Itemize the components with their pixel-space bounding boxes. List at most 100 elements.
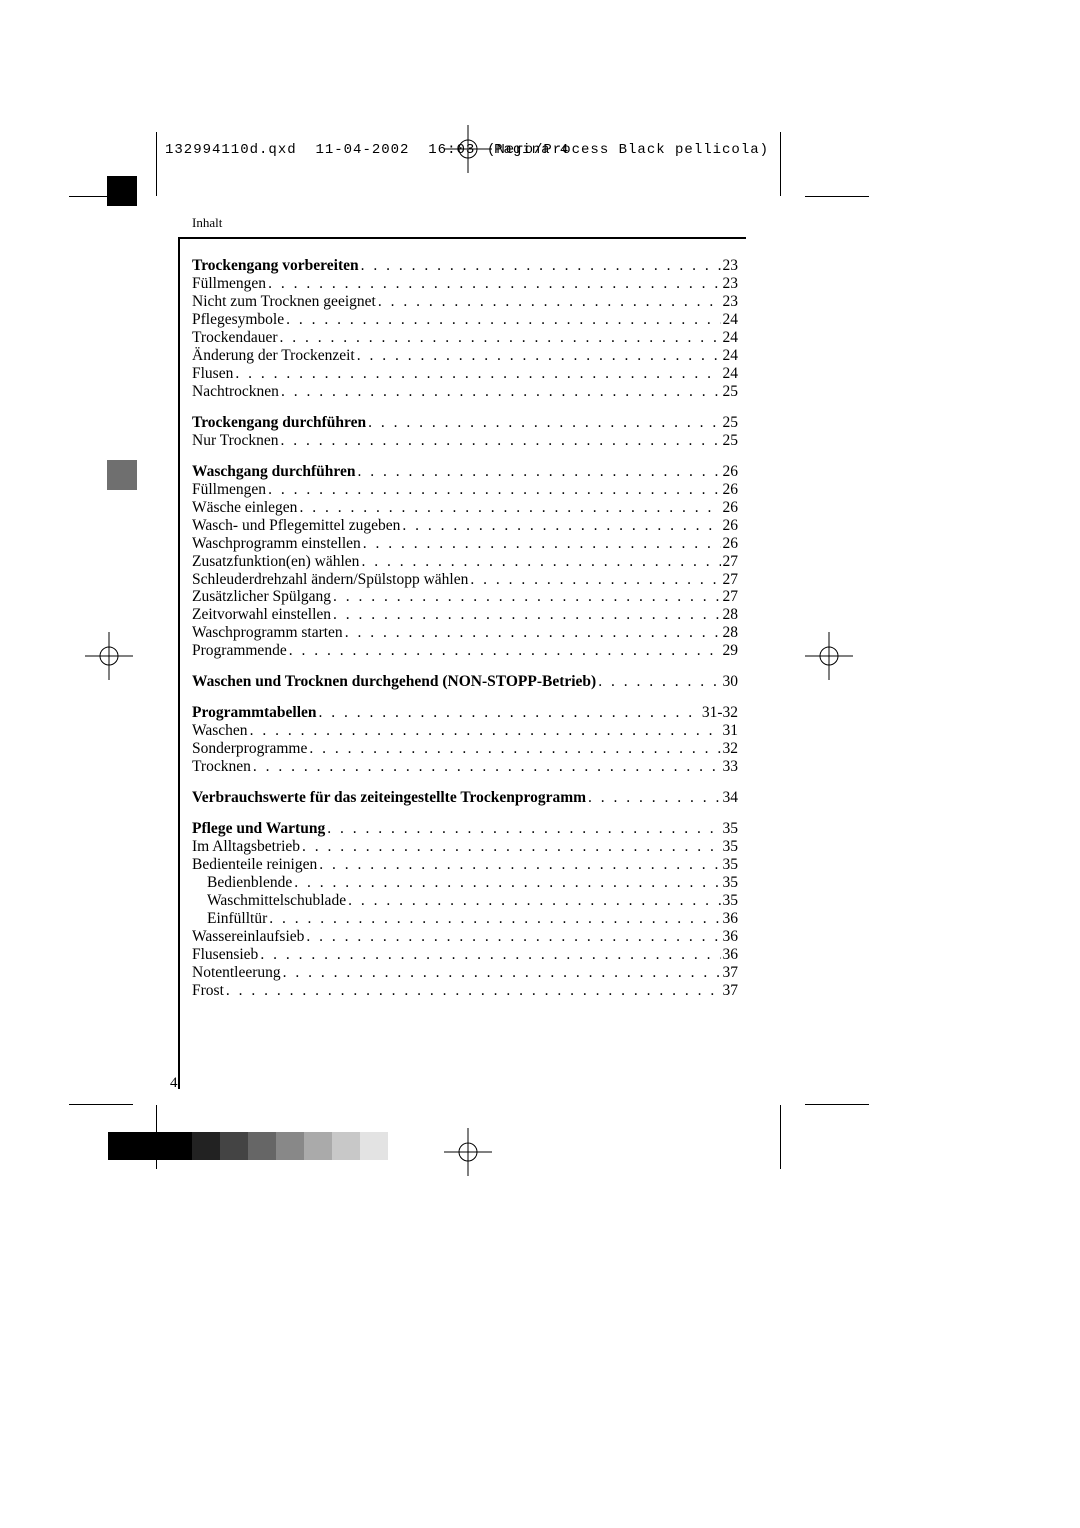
toc-leader-dots [348, 892, 720, 910]
toc-line: Verbrauchswerte für das zeiteingestellte… [192, 789, 746, 807]
toc-label: Zeitvorwahl einstellen [192, 606, 331, 624]
toc-page: 34 [723, 789, 747, 807]
toc-line: Flusensieb36 [192, 946, 746, 964]
toc-leader-dots [358, 463, 721, 481]
toc-line: Im Alltagsbetrieb35 [192, 838, 746, 856]
toc-group: Programmtabellen31-32Waschen31Sonderprog… [192, 704, 746, 776]
toc-page: 26 [723, 517, 747, 535]
toc-page: 23 [723, 257, 747, 275]
toc-leader-dots [260, 946, 720, 964]
crop-mark [156, 132, 157, 196]
toc-label: Zusatzfunktion(en) wählen [192, 553, 359, 571]
registration-mark-left [85, 632, 133, 685]
toc-label: Trockengang vorbereiten [192, 257, 359, 275]
toc-page: 36 [723, 946, 747, 964]
toc-line: Zeitvorwahl einstellen28 [192, 606, 746, 624]
toc-line: Pflegesymbole24 [192, 311, 746, 329]
toc-page: 23 [723, 293, 747, 311]
toc-leader-dots [345, 624, 721, 642]
toc-leader-dots [250, 722, 721, 740]
toc-leader-dots [268, 275, 720, 293]
color-calibration-bar [108, 1132, 388, 1160]
toc-leader-dots [327, 820, 720, 838]
toc-leader-dots [294, 874, 720, 892]
toc-line: Trockengang durchführen25 [192, 414, 746, 432]
toc-group: Waschen und Trocknen durchgehend (NON-ST… [192, 673, 746, 691]
toc-label: Nur Trocknen [192, 432, 279, 450]
toc-line: Trocknen33 [192, 758, 746, 776]
toc-page: 35 [723, 874, 747, 892]
toc-line: Einfülltür 36 [192, 910, 746, 928]
toc-line: Flusen24 [192, 365, 746, 383]
crop-mark [69, 1104, 133, 1105]
toc-group: Trockengang vorbereiten23Füllmengen23Nic… [192, 257, 746, 401]
toc-page: 25 [723, 432, 747, 450]
toc-page: 26 [723, 481, 747, 499]
toc-line: Programmtabellen31-32 [192, 704, 746, 722]
toc-page: 30 [723, 673, 747, 691]
toc-label: Füllmengen [192, 481, 266, 499]
toc-leader-dots [302, 838, 720, 856]
toc-page: 32 [723, 740, 747, 758]
toc-leader-dots [361, 553, 720, 571]
toc-leader-dots [319, 856, 720, 874]
toc-frame: Trockengang vorbereiten23Füllmengen23Nic… [178, 237, 746, 1089]
toc-leader-dots [281, 383, 721, 401]
toc-line: Wäsche einlegen26 [192, 499, 746, 517]
toc-leader-dots [378, 293, 721, 311]
toc-label: Bedienblende [192, 874, 292, 892]
toc-page: 35 [723, 856, 747, 874]
toc-leader-dots [363, 535, 721, 553]
toc-label: Programmende [192, 642, 287, 660]
colorbar-swatch [192, 1132, 220, 1160]
header-filename: 132994110d.qxd [165, 142, 297, 158]
toc-line: Waschgang durchführen26 [192, 463, 746, 481]
crop-mark [780, 132, 781, 196]
side-marker-gray [107, 460, 137, 490]
toc-leader-dots [280, 329, 721, 347]
toc-line: Waschprogramm starten28 [192, 624, 746, 642]
registration-mark-top [444, 125, 492, 173]
toc-label: Pflege und Wartung [192, 820, 325, 838]
toc-leader-dots [283, 964, 721, 982]
toc-group: Verbrauchswerte für das zeiteingestellte… [192, 789, 746, 807]
toc-page: 31 [723, 722, 747, 740]
page-number: 4 [170, 1075, 178, 1092]
toc-line: Änderung der Trockenzeit24 [192, 347, 746, 365]
toc-line: Waschmittelschublade35 [192, 892, 746, 910]
toc-page: 27 [723, 588, 747, 606]
colorbar-swatch [304, 1132, 332, 1160]
registration-mark-bottom [444, 1128, 492, 1181]
colorbar-swatch [220, 1132, 248, 1160]
toc-leader-dots [357, 347, 721, 365]
toc-page: 33 [723, 758, 747, 776]
toc-group: Pflege und Wartung35Im Alltagsbetrieb35B… [192, 820, 746, 1000]
crop-mark [780, 1105, 781, 1169]
toc-line: Waschen31 [192, 722, 746, 740]
toc-page: 37 [723, 964, 747, 982]
toc-leader-dots [253, 758, 721, 776]
toc-label: Waschprogramm einstellen [192, 535, 361, 553]
toc-leader-dots [598, 673, 720, 691]
toc-label: Waschgang durchführen [192, 463, 356, 481]
toc-page: 36 [723, 910, 747, 928]
colorbar-swatch [136, 1132, 164, 1160]
toc-page: 27 [723, 571, 747, 589]
toc-label: Schleuderdrehzahl ändern/Spülstopp wähle… [192, 571, 468, 589]
toc-page: 25 [723, 414, 747, 432]
print-header-right: (Nero/Process Black pellicola) [487, 142, 769, 158]
toc-line: Wassereinlaufsieb36 [192, 928, 746, 946]
toc-line: Sonderprogramme 32 [192, 740, 746, 758]
header-date: 11-04-2002 [315, 142, 409, 158]
toc-line: Bedienblende 35 [192, 874, 746, 892]
section-title: Inhalt [192, 215, 222, 231]
toc-label: Zusätzlicher Spülgang [192, 588, 331, 606]
toc-label: Einfülltür [192, 910, 267, 928]
toc-leader-dots [281, 432, 721, 450]
toc-page: 37 [723, 982, 747, 1000]
toc-leader-dots [333, 588, 720, 606]
toc-label: Im Alltagsbetrieb [192, 838, 300, 856]
toc-label: Trockendauer [192, 329, 278, 347]
toc-label: Sonderprogramme [192, 740, 307, 758]
toc-leader-dots [319, 704, 700, 722]
